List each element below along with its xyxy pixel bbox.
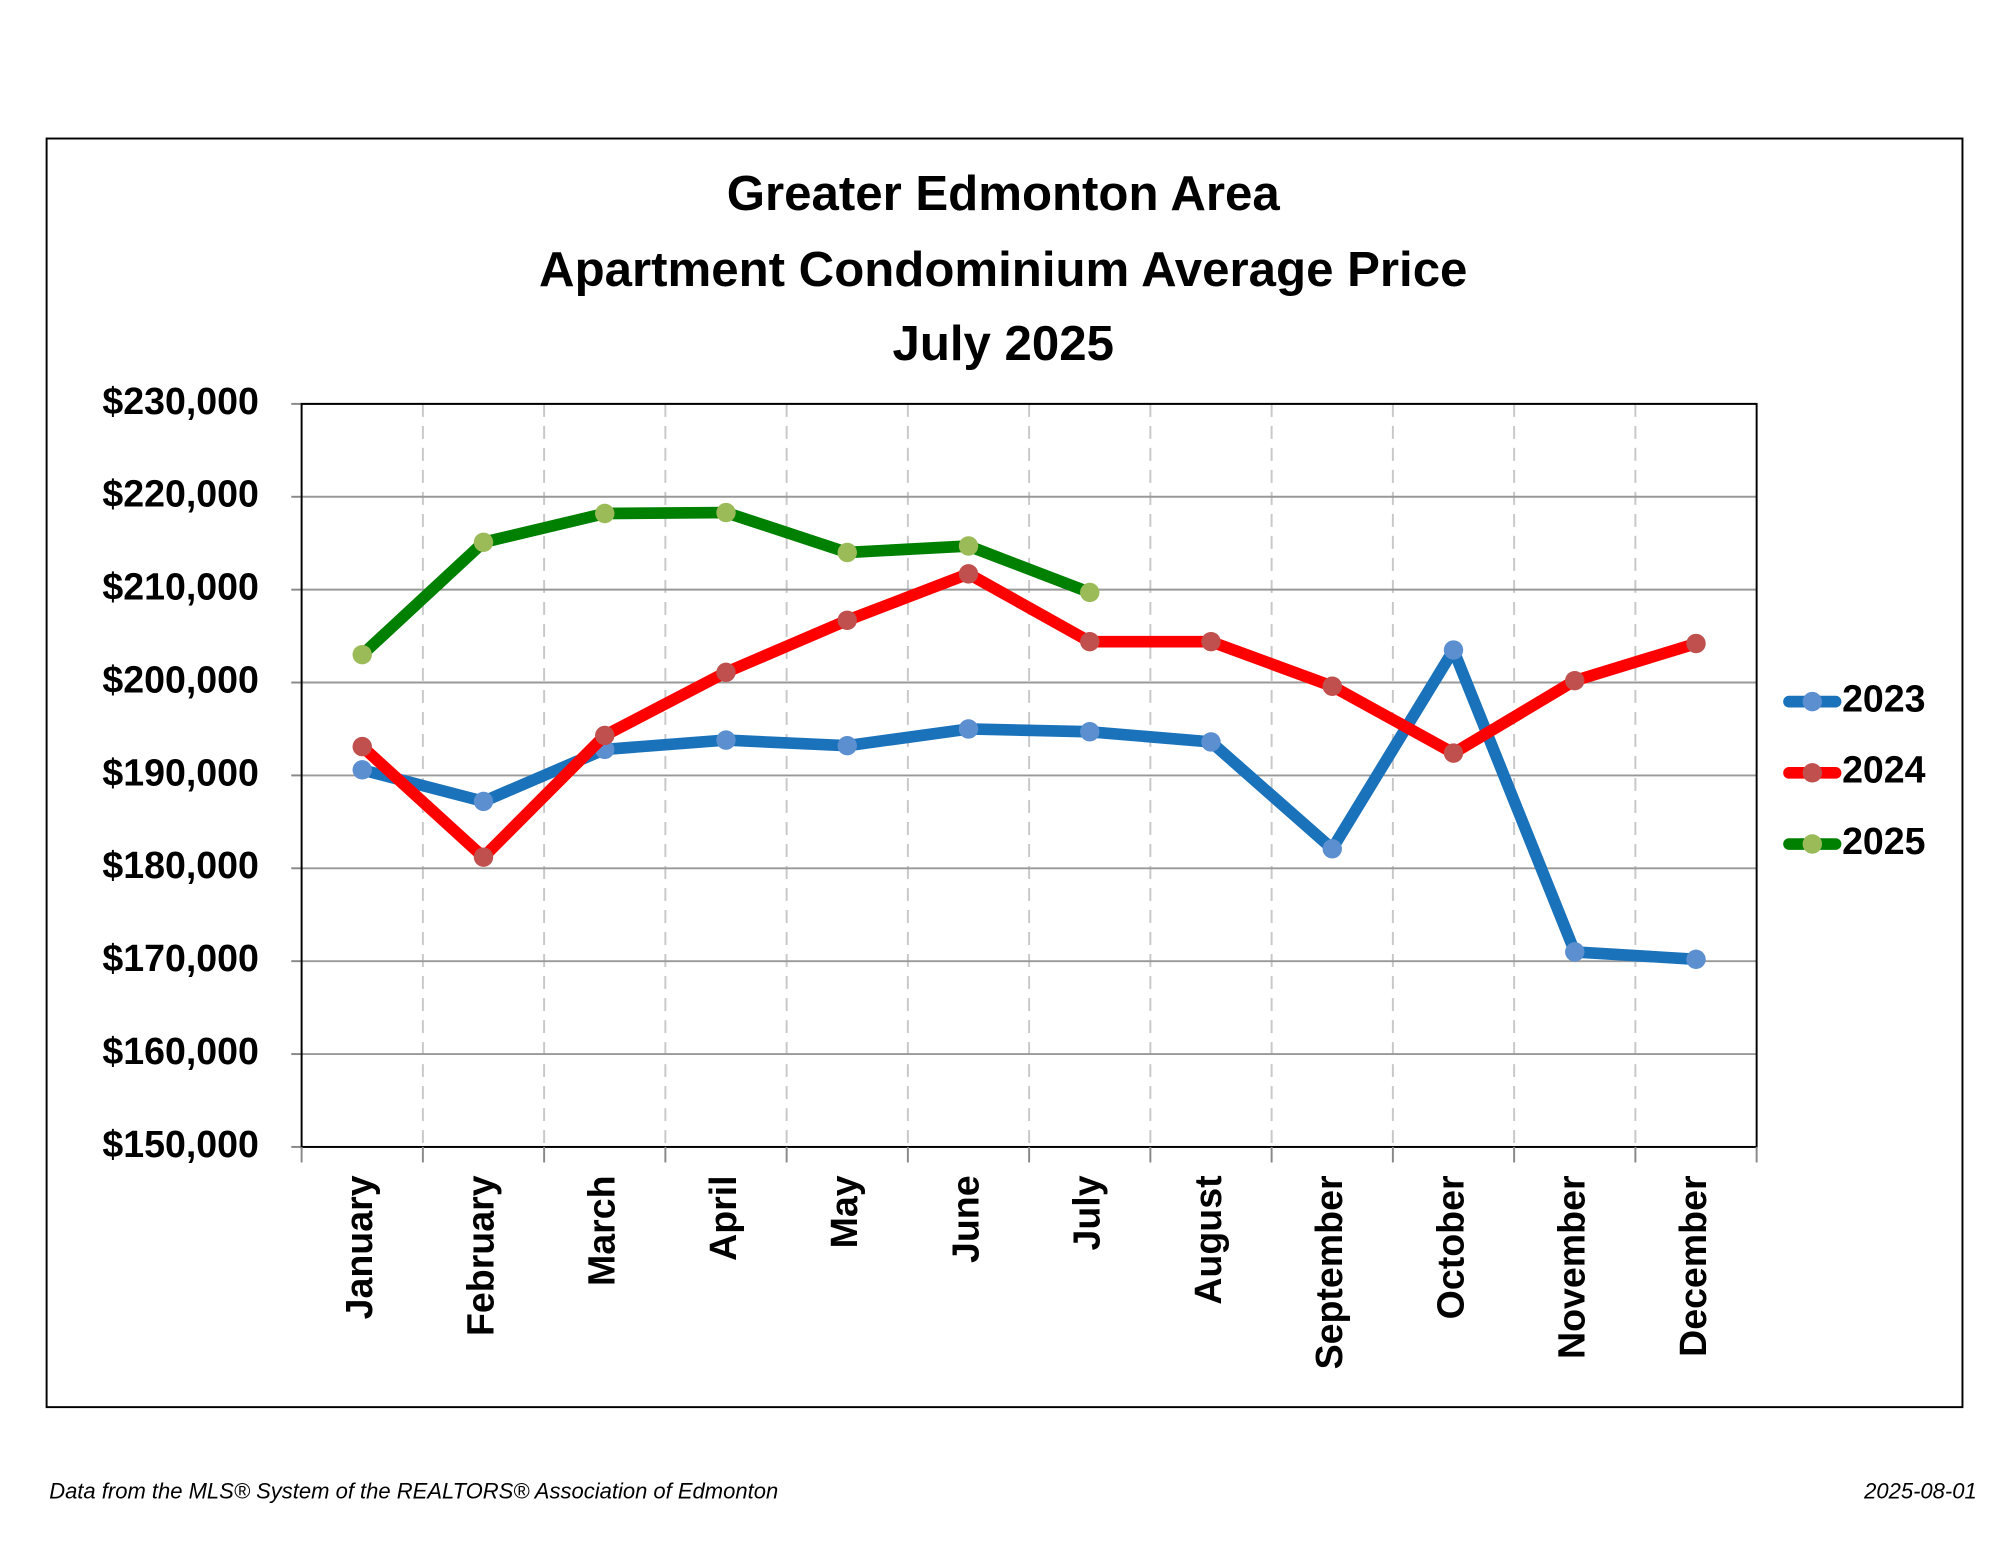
data-point — [1322, 676, 1342, 696]
legend-marker — [1802, 691, 1823, 712]
y-tick-label: $220,000 — [102, 473, 259, 515]
y-tick-label: $150,000 — [102, 1123, 259, 1165]
data-point — [352, 736, 372, 757]
x-tick-label: August — [1187, 1175, 1229, 1305]
legend-label: 2025 — [1842, 820, 1926, 862]
data-point — [958, 719, 979, 739]
data-point — [837, 610, 857, 631]
data-point — [958, 564, 979, 584]
x-tick-label: February — [459, 1175, 501, 1336]
date-note: 2025-08-01 — [1863, 1478, 1977, 1503]
data-point — [1201, 631, 1221, 652]
chart-title: July 2025 — [892, 316, 1114, 371]
data-point — [1080, 582, 1100, 603]
data-point — [837, 735, 857, 756]
data-point — [473, 532, 494, 552]
legend-label: 2023 — [1842, 678, 1926, 720]
data-point — [1686, 633, 1706, 654]
x-tick-label: October — [1429, 1175, 1471, 1319]
data-point — [716, 730, 736, 750]
data-point — [1565, 670, 1585, 691]
x-tick-label: March — [581, 1175, 623, 1286]
x-tick-label: September — [1308, 1175, 1350, 1369]
x-tick-label: April — [702, 1175, 744, 1261]
y-tick-label: $210,000 — [102, 566, 259, 608]
y-tick-label: $190,000 — [102, 751, 259, 793]
data-point — [1686, 949, 1706, 970]
legend-marker — [1802, 834, 1823, 854]
chart-title: Greater Edmonton Area — [727, 166, 1281, 221]
data-point — [595, 725, 615, 746]
data-point — [352, 760, 372, 780]
chart-title: Apartment Condominium Average Price — [539, 242, 1467, 297]
data-point — [1565, 942, 1585, 962]
data-point — [716, 502, 736, 523]
x-tick-label: June — [944, 1175, 986, 1263]
legend-marker — [1802, 763, 1823, 783]
data-point — [1080, 631, 1100, 652]
data-point — [958, 536, 979, 556]
series-line — [356, 568, 1702, 863]
data-point — [716, 662, 736, 683]
x-tick-label: December — [1672, 1175, 1714, 1357]
data-point — [1080, 722, 1100, 742]
x-tick-label: November — [1551, 1175, 1593, 1359]
data-point — [1443, 743, 1464, 763]
data-point — [352, 644, 372, 665]
x-tick-label: May — [823, 1175, 865, 1248]
data-point — [837, 542, 857, 563]
x-tick-label: July — [1066, 1175, 1108, 1250]
source-note: Data from the MLS® System of the REALTOR… — [49, 1478, 778, 1503]
data-point — [1322, 839, 1342, 859]
data-point — [473, 791, 494, 812]
data-point — [473, 847, 494, 867]
x-tick-label: January — [338, 1175, 380, 1319]
y-tick-label: $170,000 — [102, 937, 259, 979]
y-tick-label: $160,000 — [102, 1030, 259, 1072]
y-tick-label: $230,000 — [102, 380, 259, 422]
data-point — [595, 503, 615, 524]
y-tick-label: $180,000 — [102, 844, 259, 886]
legend-label: 2024 — [1842, 749, 1926, 791]
data-point — [1201, 732, 1221, 752]
data-point — [1443, 640, 1464, 660]
y-tick-label: $200,000 — [102, 658, 259, 700]
